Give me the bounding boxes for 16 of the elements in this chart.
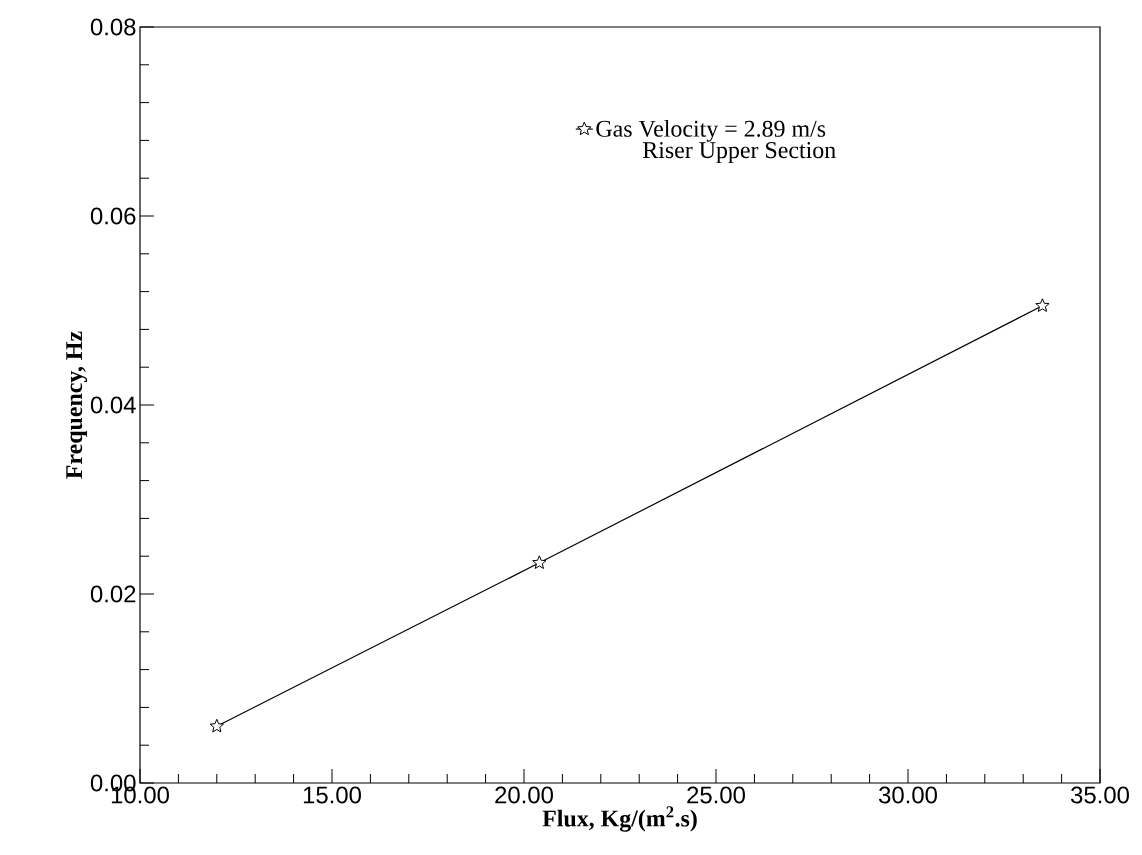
point (209, 718, 224, 733)
x-tick-label: 35.00 (1071, 786, 1129, 804)
y-axis-title: Frequency, Hz (66, 331, 88, 479)
annotation: Riser Upper Section (642, 142, 836, 164)
y-tick-label: 0.02 (90, 585, 136, 603)
point (1035, 298, 1050, 312)
point (532, 555, 547, 569)
y-tick-label: 0.08 (90, 18, 136, 36)
x-tick-label: 20.00 (495, 786, 553, 804)
x-tick-label: 15.00 (303, 786, 361, 804)
x-tick-label: 30.00 (879, 786, 937, 804)
y-tick-label: 0.04 (90, 396, 136, 414)
x-tick-label: 25.00 (687, 786, 745, 804)
x-axis-title: Flux, Kg/(m$^{2}$.s) (542, 806, 697, 832)
y-tick-label: 0.06 (90, 207, 136, 225)
legend-label: Gas Velocity = 2.89 m/s (596, 120, 826, 142)
